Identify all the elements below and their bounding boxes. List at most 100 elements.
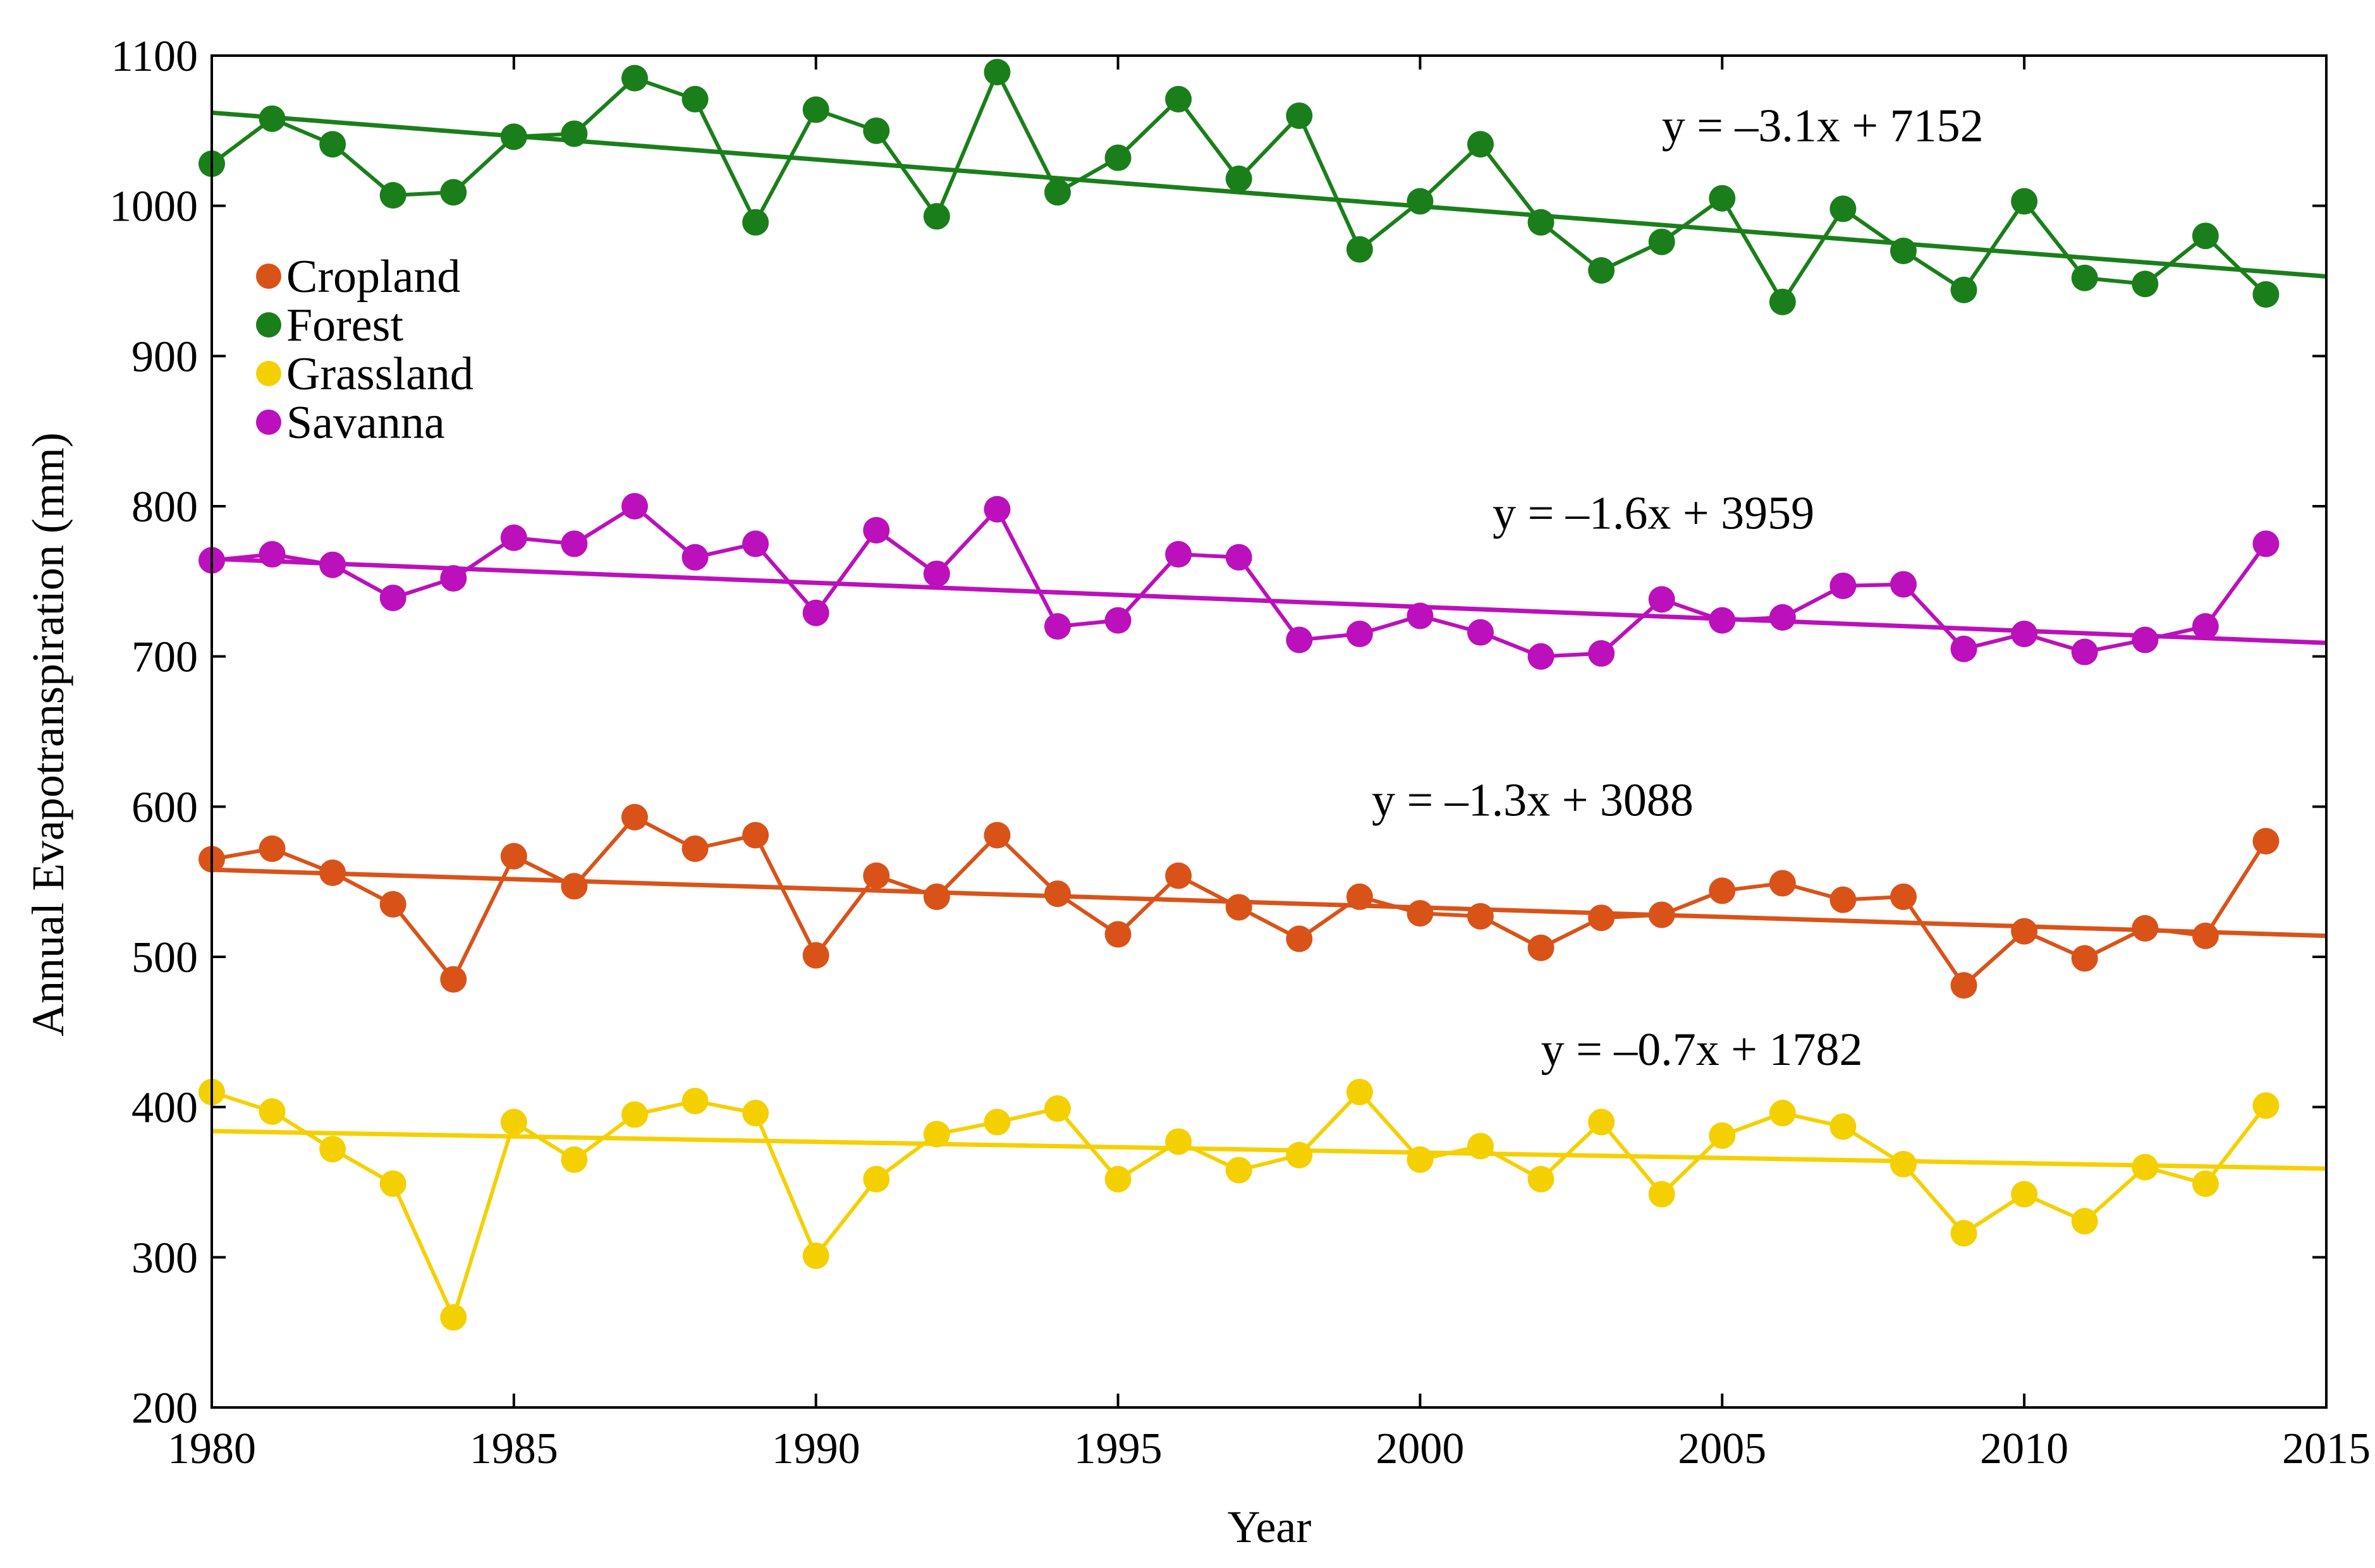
grassland-point (2071, 1208, 2098, 1235)
cropland-point (1829, 886, 1857, 913)
forest-point (1769, 288, 1796, 315)
forest-point (1165, 85, 1192, 112)
x-tick-label: 1995 (1074, 1425, 1163, 1473)
savanna-point (2071, 638, 2098, 665)
forest-point (1709, 185, 1736, 212)
grassland-point (1709, 1122, 1736, 1149)
legend-marker-grassland (256, 361, 281, 386)
cropland-point (1286, 925, 1313, 952)
savanna-point (1890, 571, 1917, 598)
savanna-point (923, 560, 950, 587)
savanna-point (1044, 613, 1071, 640)
cropland-point (1890, 883, 1917, 910)
savanna-point (2252, 530, 2280, 557)
grassland-point (1769, 1100, 1796, 1127)
forest-point (1950, 276, 1977, 303)
cropland-point (440, 966, 467, 993)
savanna-point (1588, 640, 1615, 667)
grassland-point (1165, 1128, 1192, 1155)
cropland-point (742, 822, 769, 849)
cropland-point (2071, 945, 2098, 972)
cropland-point (1225, 894, 1252, 921)
forest-point (2192, 222, 2219, 250)
x-tick-label: 2015 (2282, 1425, 2371, 1473)
forest-point (681, 85, 709, 112)
y-tick-label: 800 (131, 483, 198, 532)
x-tick-label: 1990 (772, 1425, 860, 1473)
cropland-point (2252, 827, 2280, 854)
grassland-point (1225, 1157, 1252, 1184)
grassland-point (259, 1098, 286, 1125)
grassland-point (1104, 1165, 1132, 1193)
x-tick-label: 1980 (168, 1425, 256, 1473)
series-layer (198, 59, 2280, 1331)
grassland-point (440, 1304, 467, 1331)
x-tick-label: 2000 (1376, 1425, 1464, 1473)
y-tick-label: 1000 (109, 183, 198, 231)
cropland-point (2011, 918, 2038, 945)
cropland-point (2192, 922, 2219, 949)
savanna-point (621, 493, 648, 520)
forest-point (1648, 228, 1675, 255)
cropland-point (1104, 921, 1132, 948)
y-tick-label: 700 (131, 633, 198, 682)
cropland-point (259, 835, 286, 862)
savanna-point (440, 565, 467, 592)
grassland-point (379, 1170, 406, 1197)
cropland-point (319, 859, 346, 886)
grassland-point (923, 1121, 950, 1148)
forest-point (440, 179, 467, 206)
savanna-point (1950, 635, 1977, 662)
cropland-equation: y = –1.3x + 3088 (1372, 775, 1694, 827)
forest-point (2252, 281, 2280, 308)
grassland-point (1044, 1095, 1071, 1122)
trend-lines (211, 110, 2327, 1171)
axes (211, 54, 2328, 1409)
savanna-point (1286, 626, 1313, 653)
cropland-point (802, 942, 829, 969)
forest-point (1890, 237, 1917, 264)
grassland-point (2192, 1170, 2219, 1197)
cropland-point (1407, 900, 1434, 927)
savanna-point (984, 495, 1011, 523)
cropland-point (561, 873, 588, 900)
savanna-point (1407, 602, 1434, 629)
y-tick-label: 500 (131, 933, 198, 982)
savanna-point (1527, 643, 1554, 670)
savanna-point (1346, 621, 1373, 648)
legend-label-grassland: Grassland (286, 348, 473, 400)
savanna-point (681, 544, 709, 571)
forest-point (1407, 188, 1434, 215)
cropland-point (621, 803, 648, 830)
grassland-point (1950, 1220, 1977, 1247)
x-tick-label: 2010 (1980, 1425, 2068, 1473)
forest-point (2011, 188, 2038, 215)
y-axis-title: Annual Evapotranspiration (mm) (23, 432, 73, 1036)
legend-marker-savanna (256, 410, 281, 435)
forest-point (2132, 270, 2159, 298)
grassland-point (1286, 1141, 1313, 1169)
savanna-point (561, 530, 588, 557)
cropland-trend-line (211, 867, 2327, 939)
cropland-point (923, 883, 950, 910)
legend-marker-forest (256, 312, 281, 337)
savanna-point (2011, 621, 2038, 648)
savanna-point (1648, 586, 1675, 613)
forest-point (621, 64, 648, 92)
x-tick-label: 1985 (470, 1425, 558, 1473)
forest-point (379, 182, 406, 209)
savanna-point (319, 551, 346, 578)
cropland-point (500, 842, 527, 870)
grassland-point (2011, 1181, 2038, 1208)
y-tick-label: 1100 (111, 32, 198, 81)
forest-point (1527, 209, 1554, 236)
cropland-point (1950, 972, 1977, 999)
y-tick-label: 300 (131, 1234, 198, 1282)
cropland-point (984, 822, 1011, 849)
cropland-point (1709, 877, 1736, 904)
forest-point (984, 59, 1011, 86)
savanna-point (802, 599, 829, 626)
forest-point (802, 96, 829, 123)
